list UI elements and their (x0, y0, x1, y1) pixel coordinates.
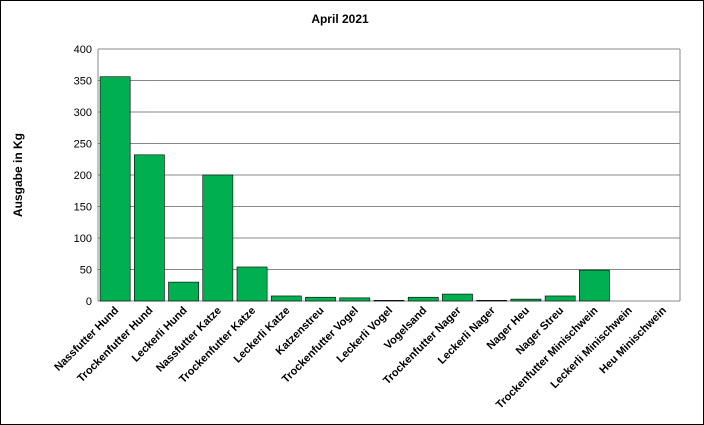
y-tick-label: 300 (74, 107, 92, 119)
bar (133, 154, 165, 302)
y-tick-label: 0 (86, 296, 92, 308)
y-tick-label: 250 (74, 139, 92, 151)
y-tick-label: 350 (74, 76, 92, 88)
bar (544, 295, 576, 302)
bar (236, 266, 268, 302)
chart-title: April 2021 (311, 12, 369, 26)
y-tick-label: 100 (74, 233, 92, 245)
bar (339, 297, 371, 302)
bar (442, 293, 473, 302)
y-tick-label: 200 (74, 170, 92, 182)
bar (407, 296, 439, 302)
bar (305, 296, 336, 302)
bar (373, 300, 405, 302)
bar (510, 298, 542, 302)
bar (476, 300, 508, 302)
bar (579, 269, 610, 302)
bar (99, 76, 131, 302)
bar (202, 174, 234, 302)
bar (168, 281, 199, 302)
y-axis-label: Ausgabe in Kg (11, 133, 25, 217)
y-tick-label: 50 (80, 265, 92, 277)
y-tick-label: 150 (74, 202, 92, 214)
y-tick-label: 400 (74, 44, 92, 56)
bar (270, 295, 302, 302)
